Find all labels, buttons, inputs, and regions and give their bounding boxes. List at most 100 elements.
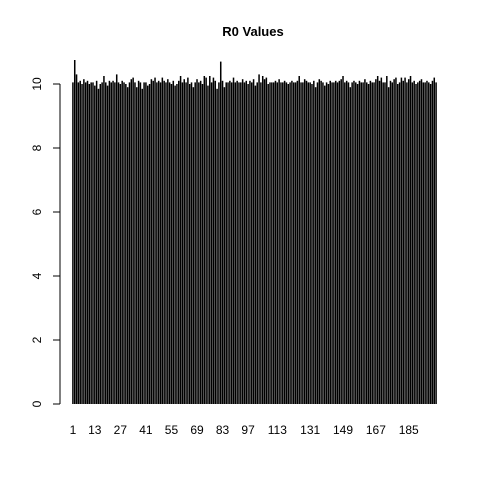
bar — [393, 79, 395, 404]
chart-title: R0 Values — [222, 24, 283, 39]
y-tick-label: 2 — [30, 336, 44, 343]
bar — [84, 82, 87, 405]
bar — [73, 60, 76, 404]
bar — [402, 80, 404, 405]
bar — [258, 74, 260, 405]
bars — [72, 60, 437, 405]
bar — [400, 77, 403, 404]
bar — [356, 84, 359, 404]
bar — [386, 76, 388, 404]
bar — [108, 80, 111, 405]
bar — [227, 82, 229, 405]
bar — [384, 82, 386, 405]
bar — [214, 80, 217, 405]
bar — [187, 77, 189, 404]
bar — [83, 79, 85, 404]
bar — [245, 80, 248, 405]
bar — [424, 82, 426, 405]
bar — [261, 76, 264, 404]
bar — [431, 80, 434, 405]
bar — [322, 82, 324, 405]
bar — [294, 82, 297, 405]
bar — [362, 82, 364, 405]
bar — [418, 80, 421, 405]
bar — [139, 82, 142, 405]
bar — [223, 87, 226, 404]
bar — [411, 82, 414, 405]
bar — [81, 84, 83, 404]
bar — [219, 61, 222, 404]
bar — [106, 85, 109, 404]
bar — [349, 87, 352, 404]
x-tick-label: 27 — [114, 423, 128, 437]
bar — [92, 82, 94, 405]
bar — [320, 80, 322, 405]
bar — [307, 82, 310, 405]
bar — [119, 84, 122, 404]
bar — [272, 82, 275, 405]
bar — [267, 84, 269, 404]
y-axis: 0 2 4 6 8 10 — [30, 77, 61, 407]
x-tick-label: 1 — [70, 423, 77, 437]
x-tick-label: 13 — [88, 423, 102, 437]
bar — [167, 79, 169, 404]
bar — [196, 79, 198, 404]
bar — [289, 82, 291, 405]
bar — [296, 80, 299, 405]
bar — [404, 77, 406, 404]
bar — [282, 82, 284, 405]
bar — [325, 82, 328, 405]
bar — [364, 79, 366, 404]
bar — [241, 79, 244, 404]
bar — [238, 82, 240, 405]
bar — [174, 85, 176, 404]
bar — [132, 77, 134, 404]
bar — [371, 82, 373, 405]
bar — [221, 80, 224, 405]
bar — [378, 80, 381, 405]
bar — [79, 80, 81, 405]
y-tick-label: 4 — [30, 272, 44, 279]
bar — [428, 82, 430, 405]
bar — [358, 80, 361, 405]
bar — [181, 82, 184, 405]
bar — [398, 82, 401, 405]
bar — [300, 82, 302, 405]
bar — [99, 84, 102, 404]
bar — [265, 77, 268, 404]
bar — [232, 77, 235, 404]
bar — [90, 82, 92, 405]
bar — [145, 82, 147, 405]
bar — [417, 82, 419, 405]
bar — [256, 82, 258, 405]
bar — [380, 77, 383, 404]
bar — [276, 82, 279, 405]
bar — [373, 82, 375, 405]
bar — [353, 80, 355, 405]
bar — [75, 74, 78, 405]
bar — [123, 82, 125, 405]
bar — [251, 82, 253, 405]
bar — [125, 84, 127, 404]
bar — [176, 84, 178, 404]
bar — [114, 82, 116, 405]
bar — [128, 82, 131, 405]
bar — [318, 79, 321, 404]
bar — [101, 82, 103, 405]
bar — [165, 82, 167, 405]
y-tick-label: 8 — [30, 144, 44, 151]
bar — [252, 79, 255, 404]
bar — [336, 82, 339, 405]
bar — [194, 82, 196, 405]
bar — [229, 80, 231, 405]
x-tick-label: 55 — [165, 423, 179, 437]
bar — [360, 82, 363, 405]
bar — [212, 77, 215, 404]
bar — [387, 87, 390, 404]
bar — [365, 82, 368, 405]
x-tick-label: 83 — [216, 423, 230, 437]
bar — [338, 80, 341, 405]
bar — [271, 82, 273, 405]
bar — [327, 84, 330, 404]
